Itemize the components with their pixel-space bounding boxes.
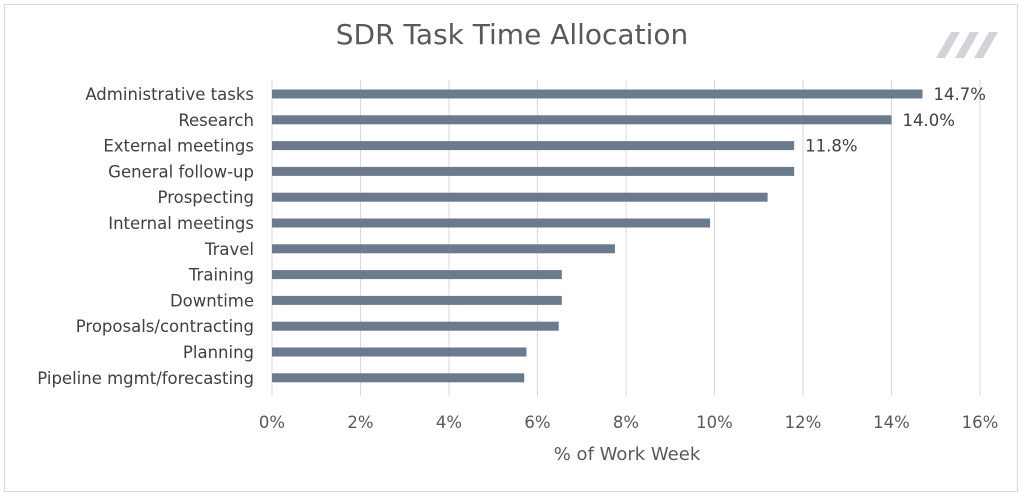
x-tick-label: 14% xyxy=(873,413,910,432)
data-label: 14.7% xyxy=(933,85,985,104)
bar xyxy=(272,218,711,228)
x-tick-label: 4% xyxy=(436,413,462,432)
x-tick-label: 2% xyxy=(347,413,373,432)
logo-stripe xyxy=(974,32,998,58)
logo-stripe xyxy=(955,32,979,58)
category-label: Downtime xyxy=(170,291,254,310)
category-label: Travel xyxy=(204,240,254,259)
x-tick-label: 16% xyxy=(962,413,999,432)
bar xyxy=(272,295,562,305)
x-tick-label: 12% xyxy=(785,413,822,432)
x-axis-title: % of Work Week xyxy=(554,444,701,465)
x-tick-label: 10% xyxy=(696,413,733,432)
bars xyxy=(272,89,923,383)
bar xyxy=(272,192,768,202)
data-label: 11.8% xyxy=(805,137,857,156)
bar xyxy=(272,115,892,125)
category-label: Training xyxy=(188,266,254,285)
data-labels: 14.7% 14.0% 11.8% xyxy=(805,85,986,156)
x-tick-label: 6% xyxy=(524,413,550,432)
bar xyxy=(272,347,527,357)
category-label: Prospecting xyxy=(158,188,254,207)
bar xyxy=(272,89,923,99)
category-label: Administrative tasks xyxy=(85,85,254,104)
bar xyxy=(272,373,525,383)
category-label: Research xyxy=(178,111,254,130)
category-labels: Administrative tasks Research External mee… xyxy=(37,85,254,388)
gridlines xyxy=(271,80,981,396)
category-label: External meetings xyxy=(103,137,254,156)
bar xyxy=(272,321,559,331)
bar xyxy=(272,244,615,254)
x-tick-labels: 0% 2% 4% 6% 8% 10% 12% 14% 16% xyxy=(259,413,998,432)
category-label: Pipeline mgmt/forecasting xyxy=(37,369,254,388)
x-tick-label: 0% xyxy=(259,413,285,432)
logo-stripe xyxy=(936,32,960,58)
bar xyxy=(272,141,795,151)
x-tick-label: 8% xyxy=(613,413,639,432)
category-label: Proposals/contracting xyxy=(76,317,254,336)
category-label: General follow-up xyxy=(108,162,254,181)
chart-title: SDR Task Time Allocation xyxy=(335,18,689,51)
category-label: Internal meetings xyxy=(108,214,254,233)
slash-stripes-logo xyxy=(936,32,998,58)
bar xyxy=(272,166,795,176)
bar xyxy=(272,270,562,280)
category-label: Planning xyxy=(183,343,254,362)
data-label: 14.0% xyxy=(903,111,955,130)
